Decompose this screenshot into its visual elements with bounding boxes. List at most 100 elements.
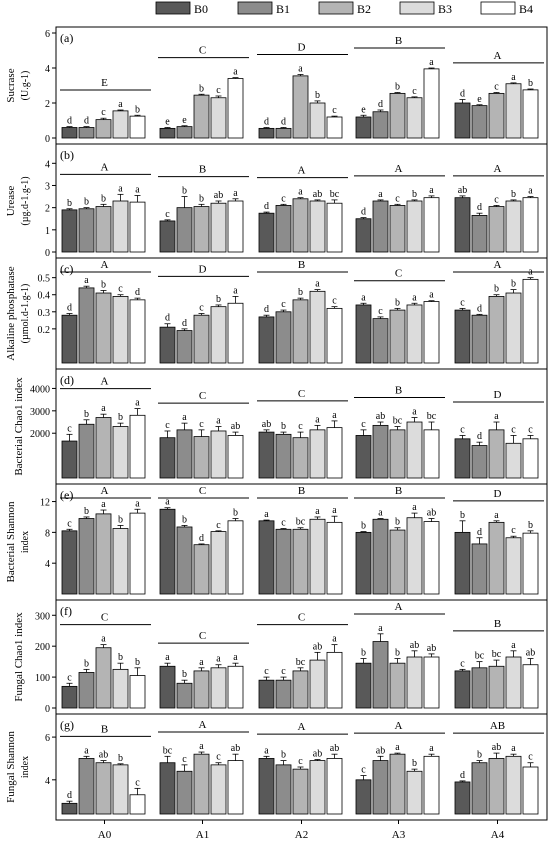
significance-letter: d [460, 770, 465, 781]
significance-letter: b [528, 78, 533, 89]
significance-letter: d [477, 431, 482, 442]
bar [423, 521, 440, 595]
bar [326, 116, 343, 139]
significance-letter: b [118, 753, 123, 764]
group-letter: AB [490, 720, 505, 732]
bar [78, 127, 95, 139]
bar [61, 314, 78, 364]
significance-letter: bc [296, 657, 306, 668]
y-axis-unit: (µg.d-1.g-1) [20, 176, 31, 225]
significance-letter: d [264, 201, 269, 212]
significance-letter: a [332, 505, 337, 516]
significance-letter: b [101, 193, 106, 204]
bar [454, 102, 471, 139]
significance-letter: a [233, 188, 238, 199]
bar [258, 520, 275, 595]
legend-label-b0: B0 [194, 2, 208, 16]
bar [176, 526, 193, 595]
group-letter: B [395, 35, 402, 47]
y-axis-unit: (U.g-1) [20, 71, 31, 101]
bar [389, 662, 406, 709]
significance-letter: a [412, 407, 417, 418]
bar [227, 520, 244, 595]
bar [159, 437, 176, 479]
bar [423, 68, 440, 139]
bar [355, 531, 372, 595]
panel-tag: (b) [60, 148, 74, 162]
significance-letter: c [361, 765, 366, 776]
bar [471, 105, 488, 139]
bar [423, 656, 440, 709]
group-letter: B [395, 485, 402, 497]
significance-letter: bc [475, 651, 485, 662]
y-tick-label: 2 [45, 204, 50, 215]
bar [406, 200, 423, 253]
bar [406, 517, 423, 595]
bar [275, 528, 292, 595]
bar [309, 760, 326, 815]
group-letter: A [395, 163, 403, 175]
bar [95, 513, 112, 595]
bar [488, 296, 505, 364]
bar [355, 662, 372, 709]
group-letter: A [199, 719, 207, 731]
bar [61, 685, 78, 709]
significance-letter: c [378, 306, 383, 317]
bar [176, 429, 193, 479]
bar [78, 423, 95, 479]
x-tick-label: A3 [392, 829, 406, 841]
bar [292, 670, 309, 709]
bar [454, 670, 471, 709]
significance-letter: c [281, 299, 286, 310]
group-letter: A [101, 485, 109, 497]
bar [372, 111, 389, 139]
bar [505, 442, 522, 479]
y-axis-label: Bacterial Shannon [5, 501, 17, 582]
bar [355, 116, 372, 139]
significance-letter: a [494, 510, 499, 521]
group-letter: A [395, 601, 403, 613]
panel-a: (a) 0 2 4 6 Sucrase (U.g-1) d d c a b Ee e b c a Cd d a b c De… [5, 26, 548, 145]
y-tick-label: 2000 [30, 429, 50, 440]
significance-letter: bc [296, 517, 306, 528]
y-tick-label: 300 [35, 611, 50, 622]
bar [488, 429, 505, 479]
significance-letter: d [281, 117, 286, 128]
significance-letter: b [135, 104, 140, 115]
y-axis-label: Urease [5, 186, 17, 217]
significance-letter: c [135, 777, 140, 788]
bar [522, 664, 539, 709]
x-tick-label: A4 [491, 829, 505, 841]
legend-label-b1: B1 [276, 2, 290, 16]
y-tick-label: 0 [45, 134, 50, 145]
group-letter: C [395, 268, 402, 280]
significance-letter: a [298, 63, 303, 74]
significance-letter: e [182, 115, 187, 126]
significance-letter: d [67, 790, 72, 801]
significance-letter: a [315, 506, 320, 517]
bar [159, 220, 176, 253]
y-axis-unit: index [20, 756, 31, 778]
y-tick-label: 4 [45, 559, 50, 570]
significance-letter: c [332, 296, 337, 307]
bar [159, 326, 176, 364]
significance-letter: a [315, 279, 320, 290]
significance-letter: c [298, 421, 303, 432]
bar [129, 115, 146, 139]
bar [227, 78, 244, 139]
significance-letter: ab [99, 750, 108, 761]
significance-letter: bc [393, 416, 403, 427]
significance-letter: a [429, 743, 434, 754]
significance-letter: d [264, 117, 269, 128]
group-letter: A [494, 259, 502, 271]
bar [326, 202, 343, 253]
significance-letter: a [101, 403, 106, 414]
significance-letter: c [281, 666, 286, 677]
bar [176, 682, 193, 709]
significance-letter: b [281, 750, 286, 761]
significance-letter: b [460, 510, 465, 521]
group-letter: B [395, 385, 402, 397]
bar [471, 445, 488, 479]
bar [309, 518, 326, 595]
